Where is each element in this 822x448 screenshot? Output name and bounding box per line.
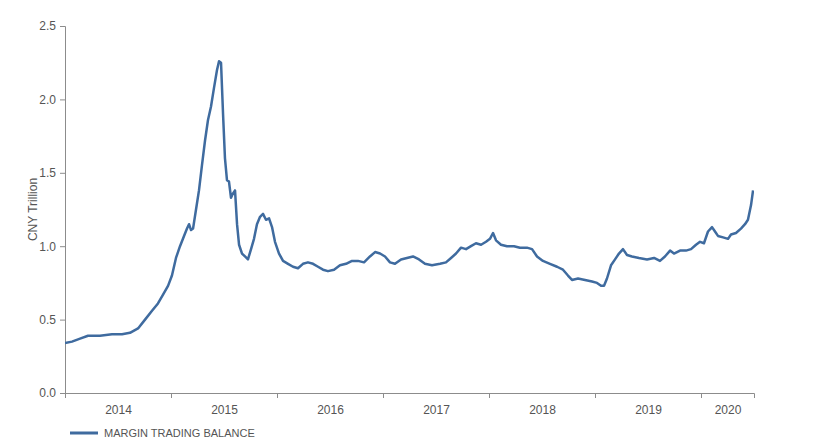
y-tick-label: 2.0 <box>39 93 56 107</box>
x-tick-mark <box>171 393 172 398</box>
series-line <box>65 61 753 343</box>
y-tick-mark <box>60 246 65 247</box>
y-tick-label: 2.5 <box>39 19 56 33</box>
y-axis: 0.0 0.5 1.0 1.5 2.0 2.5 <box>39 19 65 400</box>
y-tick-mark <box>60 99 65 100</box>
x-tick-label: 2017 <box>423 403 450 417</box>
y-axis-line <box>60 27 66 394</box>
y-tick-label: 1.5 <box>39 166 56 180</box>
chart-container: 0.00.51.01.52.02.52014201520162017201820… <box>0 0 822 448</box>
chart-svg: 0.00.51.01.52.02.52014201520162017201820… <box>0 0 822 448</box>
y-tick: 2.0 <box>39 93 65 107</box>
x-tick: 2019 <box>596 393 663 417</box>
x-tick-mark <box>383 393 384 398</box>
legend-label: MARGIN TRADING BALANCE <box>104 427 255 439</box>
x-tick-mark <box>489 393 490 398</box>
x-tick-label: 2016 <box>317 403 344 417</box>
y-tick-mark <box>60 393 65 394</box>
y-tick: 0.5 <box>39 313 65 327</box>
x-tick: 2015 <box>172 393 239 417</box>
y-tick-mark <box>60 320 65 321</box>
x-tick: 2014 <box>66 393 133 417</box>
y-tick-label: 0.0 <box>39 386 56 400</box>
x-tick-mark <box>65 393 66 398</box>
y-tick-label: 1.0 <box>39 240 56 254</box>
x-tick: 2017 <box>384 393 451 417</box>
legend: MARGIN TRADING BALANCE <box>70 427 255 439</box>
y-tick: 1.5 <box>39 166 65 180</box>
x-tick-label: 2015 <box>211 403 238 417</box>
y-tick: 1.0 <box>39 240 65 254</box>
y-tick-label: 0.5 <box>39 313 56 327</box>
y-tick-mark <box>60 26 65 27</box>
x-axis: 2014 2015 2016 2017 2018 2019 2020 <box>66 393 755 417</box>
y-tick: 0.0 <box>39 386 65 400</box>
x-tick-label: 2019 <box>635 403 662 417</box>
x-tick-label: 2018 <box>529 403 556 417</box>
x-tick-label: 2020 <box>715 403 742 417</box>
x-tick-label: 2014 <box>105 403 132 417</box>
x-tick-mark <box>277 393 278 398</box>
legend-item: MARGIN TRADING BALANCE <box>70 427 255 439</box>
plot-area <box>65 61 753 343</box>
legend-swatch <box>70 432 98 435</box>
x-tick-mark <box>701 393 702 398</box>
y-tick-mark <box>60 173 65 174</box>
x-tick: 2016 <box>278 393 345 417</box>
x-tick: 2018 <box>490 393 557 417</box>
x-tick-mark <box>595 393 596 398</box>
x-axis-line <box>66 394 755 399</box>
x-tick: 2020 <box>702 393 742 417</box>
y-tick: 2.5 <box>39 19 65 33</box>
y-axis-title: CNY Trillion <box>26 178 40 241</box>
